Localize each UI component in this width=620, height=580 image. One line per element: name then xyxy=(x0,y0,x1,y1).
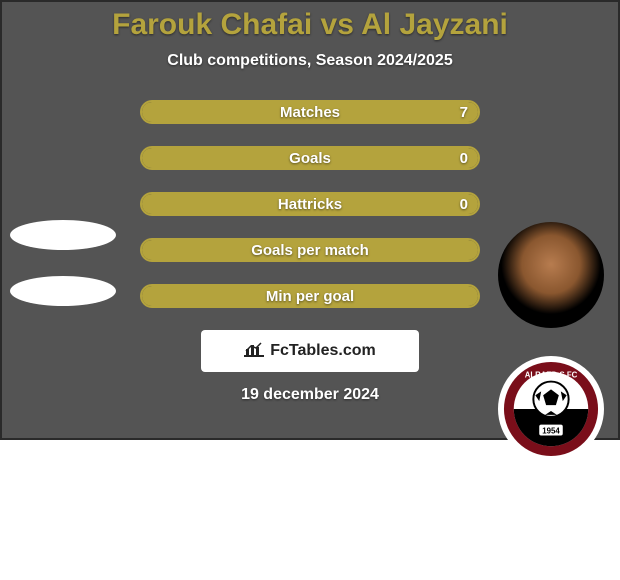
stat-bar-right-value: 0 xyxy=(460,194,468,214)
page-title: Farouk Chafai vs Al Jayzani xyxy=(2,2,618,42)
title-player2: Al Jayzani xyxy=(361,8,508,41)
stat-bar-label: Min per goal xyxy=(142,286,478,306)
svg-text:1954: 1954 xyxy=(542,427,560,436)
stat-bar-right-value: 7 xyxy=(460,102,468,122)
stat-bar-right-value: 0 xyxy=(460,148,468,168)
stat-bar-hattricks: Hattricks0 xyxy=(140,192,480,216)
comparison-card: Farouk Chafai vs Al Jayzani Club competi… xyxy=(0,0,620,440)
stat-bar-label: Hattricks xyxy=(142,194,478,214)
stat-bar-matches: Matches7 xyxy=(140,100,480,124)
player2-placeholder-chip-2 xyxy=(10,276,116,306)
player1-avatar xyxy=(498,222,604,328)
watermark-text: FcTables.com xyxy=(270,342,376,360)
svg-text:ALRAED S.FC: ALRAED S.FC xyxy=(525,371,578,380)
title-player1: Farouk Chafai xyxy=(112,8,312,41)
subtitle: Club competitions, Season 2024/2025 xyxy=(2,52,618,70)
stat-bar-label: Goals per match xyxy=(142,240,478,260)
player1-club-badge: 1954 ALRAED S.FC xyxy=(498,356,604,462)
player1-face-fill xyxy=(498,222,604,328)
stat-bar-label: Matches xyxy=(142,102,478,122)
title-vs: vs xyxy=(321,8,354,41)
stat-bar-label: Goals xyxy=(142,148,478,168)
stats-bar-area: 1954 ALRAED S.FC Matches7Goals0Hattricks… xyxy=(2,100,618,308)
stat-bar-goals: Goals0 xyxy=(140,146,480,170)
stat-bar-goals-per-match: Goals per match xyxy=(140,238,480,262)
player2-placeholder-chip-1 xyxy=(10,220,116,250)
watermark-plate: FcTables.com xyxy=(201,330,419,372)
bar-chart-icon xyxy=(244,341,264,361)
club-badge-svg: 1954 ALRAED S.FC xyxy=(502,360,600,458)
stat-bar-min-per-goal: Min per goal xyxy=(140,284,480,308)
